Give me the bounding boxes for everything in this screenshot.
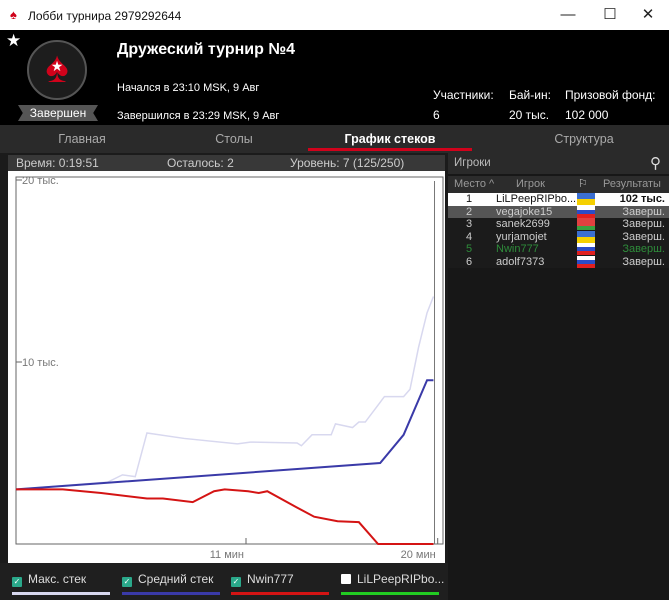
legend-item[interactable]: ✓ Средний стек <box>122 572 213 587</box>
maximize-button[interactable]: ☐ <box>603 6 617 23</box>
participants-label: Участники: <box>433 88 494 102</box>
start-time: Начался в 23:10 MSK, 9 Авг <box>117 82 260 94</box>
player-row[interactable]: 1 LiLPeepRIPbo... 102 тыс. <box>448 193 669 206</box>
chart-info-bar: Время: 0:19:51 Осталось: 2 Уровень: 7 (1… <box>8 155 445 171</box>
player-result: Заверш. <box>622 255 665 268</box>
column-place[interactable]: Место ^ <box>454 178 495 190</box>
player-place: 2 <box>466 205 473 218</box>
players-search-label: Игроки <box>454 157 491 169</box>
prize-value: 102 000 <box>565 108 609 122</box>
player-name: yurjamojet <box>496 230 547 243</box>
player-row[interactable]: 4 yurjamojet Заверш. <box>448 230 669 243</box>
pokerstars-logo-icon: ♠ <box>10 7 17 22</box>
legend-swatch <box>122 592 220 595</box>
country-flag-icon <box>577 230 595 243</box>
legend-item[interactable]: LiLPeepRIPbo... <box>341 572 444 586</box>
sort-asc-icon: ^ <box>489 178 495 190</box>
tournament-header <box>0 30 669 125</box>
search-icon[interactable]: ⚲ <box>650 155 661 172</box>
player-name: sanek2699 <box>496 218 550 230</box>
tab-main[interactable]: Главная <box>58 132 106 146</box>
checkbox-unchecked-icon[interactable] <box>341 574 351 584</box>
country-flag-icon <box>577 193 595 205</box>
legend-label: Средний стек <box>138 572 214 586</box>
finish-time: Завершился в 23:29 MSK, 9 Авг <box>117 110 280 122</box>
player-place: 1 <box>466 193 473 205</box>
close-button[interactable]: ✕ <box>641 6 655 23</box>
chart-legend: ✓ Макс. стек ✓ Средний стек ✓ Nwin777 LiLPeepR… <box>0 563 449 600</box>
player-name: vegajoke15 <box>496 205 553 218</box>
prize-label: Призовой фонд: <box>565 88 656 102</box>
tournament-name: Дружеский турнир №4 <box>117 41 296 58</box>
legend-swatch <box>231 592 329 595</box>
player-name: LiLPeepRIPbo... <box>496 193 577 205</box>
level-info: Уровень: 7 (125/250) <box>290 156 405 170</box>
plot-frame <box>15 176 444 545</box>
legend-swatch <box>341 592 439 595</box>
players-search-bar[interactable]: Игроки ⚲ <box>448 153 669 174</box>
stack-chart-svg: 20 тыс. 10 тыс. 11 мин 20 мин <box>15 175 444 561</box>
legend-swatch <box>12 592 110 595</box>
x-tick-label: 11 мин <box>210 549 244 561</box>
tab-stack-chart[interactable]: График стеков <box>308 125 472 153</box>
elapsed-time: Время: 0:19:51 <box>16 156 99 170</box>
series-line-nwin777 <box>15 488 434 545</box>
player-result: Заверш. <box>622 243 665 255</box>
player-result: 102 тыс. <box>619 193 665 205</box>
country-flag-icon <box>577 205 595 218</box>
checkbox-checked-icon[interactable]: ✓ <box>12 577 22 587</box>
participants-value: 6 <box>433 108 440 122</box>
player-name: Nwin777 <box>496 243 539 255</box>
player-place: 5 <box>466 243 473 255</box>
country-flag-icon <box>577 218 595 230</box>
flag-column-icon[interactable]: ⚐ <box>578 178 588 190</box>
country-flag-icon <box>577 243 595 255</box>
legend-label: LiLPeepRIPbo... <box>357 572 445 586</box>
player-row[interactable]: 2 vegajoke15 Заверш. <box>448 205 669 218</box>
players-table-header: Место ^ Игрок ⚐ Результаты <box>448 176 669 193</box>
players-left: Осталось: 2 <box>167 156 234 170</box>
player-row[interactable]: 5 Nwin777 Заверш. <box>448 243 669 256</box>
star-icon: ★ <box>50 58 64 74</box>
buyin-value: 20 тыс. <box>509 108 550 122</box>
player-result: Заверш. <box>622 218 665 230</box>
legend-item[interactable]: ✓ Макс. стек <box>12 572 86 587</box>
checkbox-checked-icon[interactable]: ✓ <box>122 577 132 587</box>
tab-bar: Главная Столы График стеков Структура <box>0 125 669 153</box>
x-tick-label: 20 мин <box>401 549 436 561</box>
player-row[interactable]: 3 sanek2699 Заверш. <box>448 218 669 231</box>
checkbox-checked-icon[interactable]: ✓ <box>231 577 241 587</box>
star-icon[interactable]: ★ <box>6 31 22 50</box>
country-flag-icon <box>577 255 595 268</box>
legend-label: Макс. стек <box>28 572 87 586</box>
player-result: Заверш. <box>622 205 665 218</box>
column-player[interactable]: Игрок <box>516 178 545 190</box>
players-panel: Игроки ⚲ Место ^ Игрок ⚐ Результаты 1 Li… <box>448 153 669 600</box>
player-place: 4 <box>466 230 473 243</box>
tab-structure[interactable]: Структура <box>554 132 614 146</box>
series-line-max-stack <box>15 296 435 491</box>
player-row[interactable]: 6 adolf7373 Заверш. <box>448 255 669 268</box>
legend-item[interactable]: ✓ Nwin777 <box>231 572 294 587</box>
player-name: adolf7373 <box>496 255 545 268</box>
y-tick-label: 20 тыс. <box>22 175 59 187</box>
player-place: 3 <box>466 218 473 230</box>
tournament-logo: ♠ ★ <box>27 40 87 100</box>
series-line-avg-stack <box>15 379 434 491</box>
player-place: 6 <box>466 255 473 268</box>
status-badge: Завершен <box>18 105 98 121</box>
legend-label: Nwin777 <box>247 572 294 586</box>
column-results[interactable]: Результаты <box>603 178 661 190</box>
y-tick-label: 10 тыс. <box>22 357 59 369</box>
minimize-button[interactable]: — <box>560 6 576 23</box>
stack-chart: 20 тыс. 10 тыс. 11 мин 20 мин <box>8 171 445 563</box>
player-result: Заверш. <box>622 230 665 243</box>
title-bar: ♠ Лобби турнира 2979292644 — ☐ ✕ <box>0 0 669 30</box>
tab-tables[interactable]: Столы <box>215 132 253 146</box>
window-title: Лобби турнира 2979292644 <box>28 9 182 23</box>
buyin-label: Бай-ин: <box>509 88 551 102</box>
